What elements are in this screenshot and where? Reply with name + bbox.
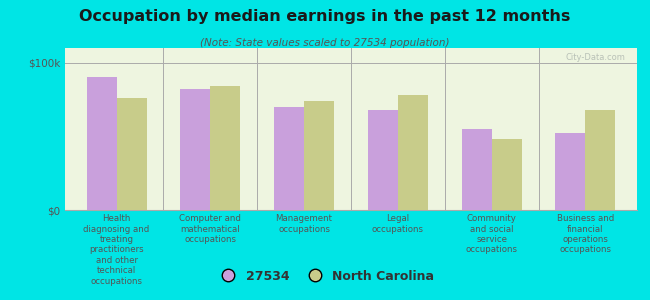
Bar [398,95,428,210]
Text: (Note: State values scaled to 27534 population): (Note: State values scaled to 27534 popu… [200,38,450,47]
Bar [274,107,304,210]
Bar [462,129,491,210]
Text: City-Data.com: City-Data.com [566,53,625,62]
Bar [586,110,616,210]
Bar [491,139,522,210]
Legend: 27534, North Carolina: 27534, North Carolina [211,265,439,288]
Bar [368,110,398,210]
Bar [116,98,147,210]
Bar [211,86,240,210]
Bar [555,134,586,210]
Bar [86,77,116,210]
Bar [304,101,334,210]
Bar [180,89,211,210]
Text: Occupation by median earnings in the past 12 months: Occupation by median earnings in the pas… [79,9,571,24]
